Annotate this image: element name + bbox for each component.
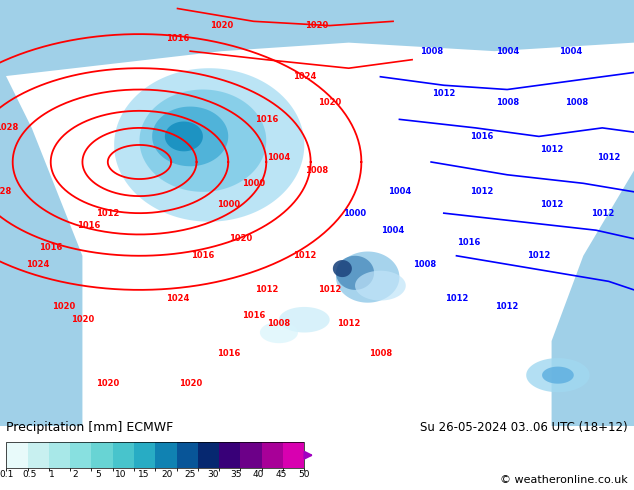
- Text: 35: 35: [230, 470, 242, 479]
- Text: 1012: 1012: [293, 251, 316, 260]
- Text: 1012: 1012: [96, 209, 119, 218]
- Text: 1000: 1000: [344, 209, 366, 218]
- Text: 1012: 1012: [540, 200, 563, 209]
- Text: 1024: 1024: [293, 72, 316, 81]
- Text: 1020: 1020: [306, 21, 328, 30]
- Text: 1020: 1020: [318, 98, 341, 107]
- Text: 1012: 1012: [591, 209, 614, 218]
- Text: 1: 1: [49, 470, 55, 479]
- Text: 1012: 1012: [445, 294, 468, 303]
- Text: 5: 5: [95, 470, 101, 479]
- Polygon shape: [260, 322, 298, 343]
- Text: 40: 40: [253, 470, 264, 479]
- Polygon shape: [336, 256, 374, 290]
- Text: 2: 2: [72, 470, 78, 479]
- Text: 1008: 1008: [566, 98, 588, 107]
- Text: 1028: 1028: [0, 123, 18, 132]
- Polygon shape: [0, 0, 634, 77]
- Text: 1020: 1020: [96, 379, 119, 388]
- Polygon shape: [526, 358, 590, 392]
- Text: 0.1: 0.1: [0, 470, 13, 479]
- Text: 20: 20: [161, 470, 172, 479]
- Text: 1012: 1012: [337, 319, 360, 328]
- Text: 0.5: 0.5: [22, 470, 36, 479]
- Text: 1016: 1016: [166, 34, 189, 43]
- Text: © weatheronline.co.uk: © weatheronline.co.uk: [500, 475, 628, 485]
- Polygon shape: [279, 307, 330, 333]
- Text: 1016: 1016: [191, 251, 214, 260]
- Text: 1016: 1016: [458, 239, 481, 247]
- Text: 1008: 1008: [420, 47, 443, 56]
- Text: 1004: 1004: [388, 187, 411, 196]
- Text: 1008: 1008: [369, 349, 392, 358]
- Text: 1012: 1012: [597, 153, 620, 162]
- Text: 1020: 1020: [179, 379, 202, 388]
- Polygon shape: [333, 260, 352, 277]
- Text: 1004: 1004: [559, 47, 582, 56]
- Text: 1024: 1024: [166, 294, 189, 303]
- Text: 1008: 1008: [268, 319, 290, 328]
- Text: 1004: 1004: [268, 153, 290, 162]
- Text: 1028: 1028: [0, 187, 11, 196]
- Text: Su 26-05-2024 03..06 UTC (18+12): Su 26-05-2024 03..06 UTC (18+12): [420, 420, 628, 434]
- Text: 1016: 1016: [77, 221, 100, 230]
- Text: 1016: 1016: [242, 311, 265, 320]
- Polygon shape: [152, 107, 228, 166]
- Text: 1020: 1020: [71, 315, 94, 324]
- Text: 1020: 1020: [230, 234, 252, 243]
- Text: 1020: 1020: [210, 21, 233, 30]
- Text: Precipitation [mm] ECMWF: Precipitation [mm] ECMWF: [6, 420, 174, 434]
- Text: 1012: 1012: [432, 89, 455, 98]
- Text: 1012: 1012: [496, 302, 519, 312]
- Text: 1016: 1016: [39, 243, 62, 252]
- Text: 1004: 1004: [382, 226, 404, 235]
- Text: 1016: 1016: [255, 115, 278, 124]
- Text: 25: 25: [184, 470, 195, 479]
- Text: 50: 50: [299, 470, 310, 479]
- Text: 1012: 1012: [318, 285, 341, 294]
- Text: 1012: 1012: [255, 285, 278, 294]
- Text: 15: 15: [138, 470, 150, 479]
- Text: 1012: 1012: [540, 145, 563, 154]
- Text: 1008: 1008: [413, 260, 436, 269]
- Polygon shape: [336, 251, 399, 303]
- Text: 1024: 1024: [27, 260, 49, 269]
- Text: 1020: 1020: [52, 302, 75, 312]
- Polygon shape: [165, 122, 203, 151]
- Text: 1008: 1008: [306, 166, 328, 175]
- Text: 45: 45: [276, 470, 287, 479]
- Text: 1012: 1012: [470, 187, 493, 196]
- Polygon shape: [542, 367, 574, 384]
- Polygon shape: [139, 90, 266, 192]
- Polygon shape: [114, 68, 304, 221]
- Polygon shape: [552, 171, 634, 426]
- Text: 1008: 1008: [496, 98, 519, 107]
- Text: 1016: 1016: [217, 349, 240, 358]
- Text: 30: 30: [207, 470, 218, 479]
- Text: 1000: 1000: [217, 200, 240, 209]
- Text: 1016: 1016: [470, 132, 493, 141]
- Text: 10: 10: [115, 470, 127, 479]
- Polygon shape: [0, 64, 82, 426]
- Text: 1012: 1012: [527, 251, 550, 260]
- Text: 1000: 1000: [242, 179, 265, 188]
- Text: 1004: 1004: [496, 47, 519, 56]
- Polygon shape: [355, 270, 406, 300]
